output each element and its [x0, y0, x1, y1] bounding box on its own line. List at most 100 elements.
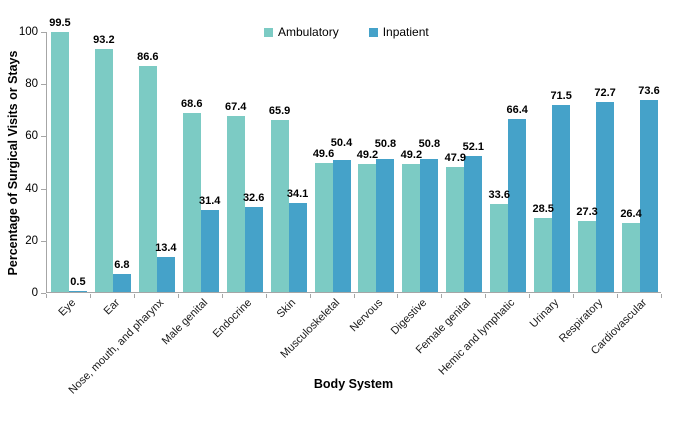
bar-value-label-ambulatory: 47.9 [444, 151, 467, 164]
bar-value-label-inpatient: 50.4 [330, 136, 353, 149]
bar-value-label-ambulatory: 33.6 [488, 189, 510, 202]
bar-value-label-ambulatory: 49.6 [312, 147, 335, 160]
bar-value-label-inpatient: 31.4 [199, 195, 221, 208]
bar-value-label-inpatient: 13.4 [155, 242, 177, 255]
bar-value-label-inpatient: 50.8 [374, 137, 397, 150]
bar-inpatient [200, 210, 219, 292]
bar-inpatient [552, 105, 571, 292]
bar-value-label-ambulatory: 99.5 [49, 17, 71, 30]
y-tick-label: 60 [25, 130, 38, 143]
plot-area: 99.5 0.5 93.2 6.8 86.6 13.4 68.6 31.4 67.4 32.6 65… [46, 18, 662, 293]
y-tick-label: 40 [25, 182, 38, 195]
bar-value-label-ambulatory: 67.4 [224, 101, 247, 114]
bar-value-label-inpatient: 52.1 [462, 140, 484, 153]
x-category-label: Eye [56, 296, 79, 319]
bar-group: 49.2 50.8 [398, 32, 442, 292]
x-tick-mark [222, 294, 223, 298]
bar-value-label-inpatient: 32.6 [242, 191, 265, 204]
bar-inpatient [464, 156, 483, 292]
bar-ambulatory [270, 120, 289, 292]
y-tick-mark [41, 84, 46, 86]
bar-ambulatory [534, 217, 553, 292]
legend-item-ambulatory: Ambulatory [264, 26, 339, 38]
bar-value-label-ambulatory: 49.2 [400, 148, 423, 161]
x-category-label: Male genital [159, 296, 210, 348]
legend-label-ambulatory: Ambulatory [278, 25, 339, 39]
x-tick-mark [46, 294, 47, 298]
x-tick-mark [485, 294, 486, 298]
bar-value-label-ambulatory: 86.6 [137, 50, 159, 63]
bar-ambulatory [490, 204, 509, 292]
bar-group: 68.6 31.4 [179, 32, 223, 292]
bar-value-label-ambulatory: 26.4 [620, 208, 642, 221]
bar-value-label-inpatient: 71.5 [550, 90, 572, 103]
x-tick-mark [441, 294, 442, 298]
bar-value-label-inpatient: 72.7 [594, 87, 616, 100]
x-tick-mark [573, 294, 574, 298]
y-tick-mark [41, 32, 46, 33]
y-tick-label: 0 [31, 287, 38, 299]
x-category-label: Skin [274, 296, 298, 321]
bar-value-label-ambulatory: 28.5 [532, 202, 554, 215]
legend-swatch-inpatient-icon [368, 27, 378, 37]
bar-group: 93.2 6.8 [91, 32, 135, 292]
x-tick-mark [90, 294, 91, 298]
x-category-label: Endocrine [210, 296, 254, 341]
bar-value-label-inpatient: 0.5 [70, 275, 86, 288]
bar-group: 99.5 0.5 [47, 18, 91, 292]
bar-value-label-ambulatory: 68.6 [181, 97, 203, 110]
bar-value-label-ambulatory: 65.9 [268, 105, 291, 118]
bar-group: 33.6 66.4 [486, 32, 530, 292]
bar-value-label-inpatient: 34.1 [286, 188, 309, 200]
bar-group: 27.3 72.7 [574, 32, 618, 292]
bar-ambulatory [578, 220, 597, 292]
bar-group: 67.4 32.6 [223, 32, 267, 292]
x-tick-mark [310, 294, 311, 298]
bar-value-label-ambulatory: 49.2 [356, 148, 379, 161]
bar-inpatient [376, 159, 395, 292]
x-tick-mark [354, 294, 355, 298]
bar-inpatient [156, 257, 175, 292]
bar-ambulatory [314, 162, 333, 292]
bar-inpatient [288, 203, 307, 292]
bar-inpatient [420, 159, 439, 292]
y-tick-label: 100 [18, 26, 38, 38]
bar-inpatient [112, 274, 131, 292]
bar-ambulatory [138, 65, 157, 292]
bar-ambulatory [182, 112, 201, 292]
bar-value-label-inpatient: 6.8 [114, 259, 130, 272]
bar-value-label-inpatient: 66.4 [506, 103, 528, 116]
x-axis-title: Body System [313, 377, 394, 391]
x-tick-mark [178, 294, 179, 298]
y-tick-mark [41, 136, 46, 138]
y-tick-label: 20 [25, 234, 38, 247]
bar-inpatient [596, 102, 615, 292]
bar-inpatient [508, 118, 527, 292]
bar-ambulatory [358, 163, 377, 292]
bar-group: 28.5 71.5 [530, 32, 574, 292]
bar-value-label-ambulatory: 93.2 [93, 33, 115, 46]
y-tick-mark [41, 293, 46, 294]
x-tick-mark [134, 294, 135, 298]
legend: Ambulatory Inpatient [264, 26, 429, 38]
x-category-label: Digestive [389, 296, 430, 338]
x-category-label: Ear [101, 296, 123, 318]
x-tick-mark [397, 294, 398, 298]
bar-group: 49.2 50.8 [355, 32, 399, 292]
x-tick-mark [266, 294, 267, 298]
y-tick-label: 80 [25, 78, 38, 91]
x-tick-mark [661, 294, 662, 298]
bar-inpatient [68, 290, 87, 292]
legend-item-inpatient: Inpatient [368, 26, 429, 38]
bar-group: 47.9 52.1 [442, 32, 486, 292]
bar-group: 49.6 50.4 [311, 32, 355, 292]
legend-swatch-ambulatory-icon [264, 27, 273, 37]
bar-value-label-inpatient: 50.8 [418, 137, 441, 150]
bar-ambulatory [226, 116, 245, 292]
bar-inpatient [244, 206, 263, 292]
bar-inpatient [332, 160, 351, 292]
bar-inpatient [640, 99, 659, 292]
bar-value-label-ambulatory: 27.3 [576, 205, 598, 218]
bar-group: 26.4 73.6 [618, 32, 662, 292]
